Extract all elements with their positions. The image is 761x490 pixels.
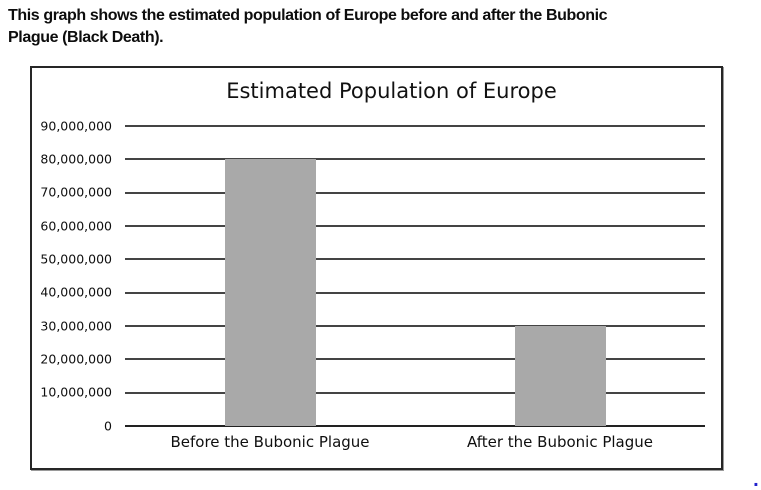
bar-after-plague: [514, 326, 606, 426]
trailing-period: .: [752, 471, 759, 490]
bar-before-plague: [224, 159, 316, 426]
y-tick-label: 0: [104, 417, 112, 433]
gridline: [125, 191, 705, 194]
gridline: [125, 125, 705, 127]
y-tick-label: 20,000,000: [40, 351, 112, 367]
chart-frame: Estimated Population of Europe 0 10,000,0…: [30, 66, 723, 470]
gridline: [125, 391, 705, 394]
y-tick-label: 40,000,000: [40, 284, 112, 300]
y-tick-label: 70,000,000: [40, 184, 112, 200]
y-axis-tick-labels: 0 10,000,000 20,000,000 30,000,000 40,000,00…: [32, 119, 112, 431]
heading-line-1: This graph shows the estimated populatio…: [8, 7, 608, 24]
x-axis-category-labels: Before the Bubonic Plague After the Bubon…: [125, 433, 705, 451]
gridline: [125, 358, 705, 361]
y-tick-label: 60,000,000: [40, 217, 112, 233]
y-tick-label: 90,000,000: [40, 117, 112, 133]
gridline: [125, 325, 705, 328]
gridline: [125, 158, 705, 161]
y-tick-label: 50,000,000: [40, 251, 112, 267]
x-axis-line: [125, 425, 705, 427]
chart-title: Estimated Population of Europe: [226, 79, 557, 103]
x-category-label: Before the Bubonic Plague: [170, 433, 370, 451]
gridline: [125, 258, 705, 261]
x-category-label: After the Bubonic Plague: [466, 433, 654, 451]
gridline: [125, 225, 705, 228]
page-heading: This graph shows the estimated populatio…: [8, 5, 608, 49]
heading-line-2: Plague (Black Death).: [8, 29, 164, 46]
bar-slot: [415, 126, 705, 426]
y-tick-label: 30,000,000: [40, 317, 112, 333]
gridline: [125, 291, 705, 294]
y-tick-label: 80,000,000: [40, 151, 112, 167]
y-tick-label: 10,000,000: [40, 384, 112, 400]
bar-slot: [125, 126, 415, 426]
plot-area: [125, 125, 705, 427]
